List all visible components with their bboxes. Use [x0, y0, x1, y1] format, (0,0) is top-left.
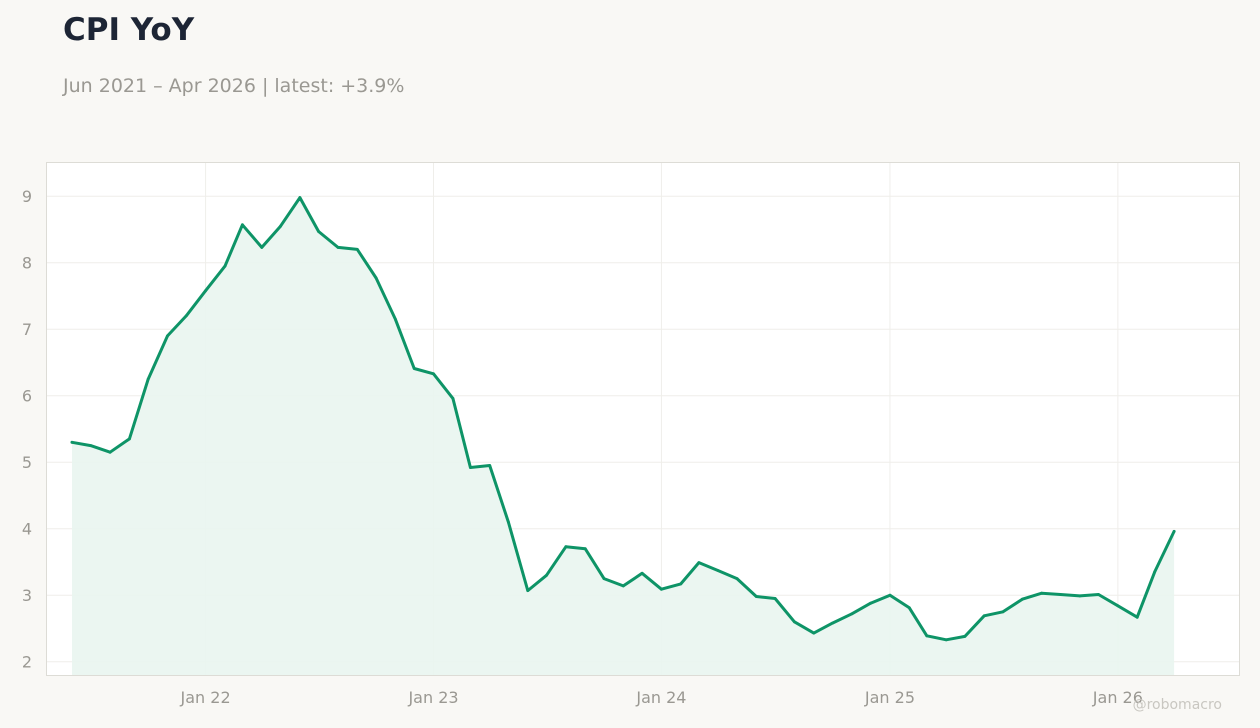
data-point [1001, 610, 1005, 614]
data-point [831, 621, 834, 625]
y-tick-label: 8 [22, 254, 32, 273]
data-point [260, 246, 264, 249]
data-point [869, 601, 872, 605]
data-point [963, 635, 967, 638]
data-point [660, 587, 663, 591]
y-tick-label: 2 [22, 653, 32, 672]
data-point [279, 224, 282, 228]
data-point [451, 397, 455, 400]
data-point [184, 314, 188, 318]
data-point [488, 464, 492, 467]
data-point [583, 547, 587, 551]
data-point [241, 223, 244, 227]
data-point [507, 520, 510, 524]
data-point [89, 444, 93, 447]
data-point [545, 573, 548, 577]
data-point [204, 289, 208, 293]
data-point [166, 334, 169, 338]
data-point [412, 367, 416, 370]
data-point [982, 614, 986, 618]
chart-subtitle: Jun 2021 – Apr 2026 | latest: +3.9% [63, 75, 405, 97]
data-point [108, 450, 112, 454]
data-point [1040, 591, 1044, 595]
data-point [146, 377, 150, 381]
data-point [773, 597, 777, 600]
data-point [374, 276, 378, 280]
data-point [469, 466, 472, 469]
data-point [127, 437, 131, 441]
data-point [640, 571, 644, 575]
x-tick-label: Jan 23 [407, 688, 458, 707]
y-tick-label: 9 [22, 187, 32, 206]
data-point [355, 248, 359, 251]
y-tick-label: 5 [22, 453, 32, 472]
y-tick-label: 6 [22, 387, 32, 406]
data-point [1059, 593, 1062, 596]
data-point [317, 230, 320, 233]
data-point [679, 582, 683, 586]
data-point [888, 593, 892, 597]
cpi-area-fill [72, 197, 1175, 675]
data-point [1135, 615, 1139, 619]
y-tick-label: 3 [22, 586, 32, 605]
y-tick-label: 7 [22, 320, 32, 339]
data-point [602, 577, 606, 580]
chart-title: CPI YoY [63, 12, 195, 48]
data-point [697, 561, 701, 564]
data-point [70, 440, 74, 444]
data-point [1153, 570, 1157, 574]
data-point [754, 595, 758, 598]
data-point [1172, 530, 1176, 533]
data-point [944, 638, 948, 642]
data-point [394, 317, 397, 321]
x-tick-label: Jan 22 [180, 688, 231, 707]
data-point [850, 612, 854, 616]
data-point [1078, 594, 1082, 598]
y-tick-label: 4 [22, 520, 32, 539]
data-point [812, 631, 816, 635]
data-point [735, 577, 739, 580]
data-point [621, 584, 625, 588]
data-point [716, 569, 720, 572]
data-point [223, 264, 227, 268]
x-tick-label: Jan 24 [635, 688, 686, 707]
data-point [432, 372, 435, 376]
credit-text: @robomacro [1132, 697, 1222, 713]
data-point [564, 545, 568, 549]
data-point [1020, 597, 1024, 601]
data-point [526, 589, 530, 592]
data-point [336, 246, 340, 249]
data-point [1097, 593, 1100, 596]
data-point [925, 634, 929, 638]
x-tick-label: Jan 25 [864, 688, 915, 707]
x-tick-label: Jan 26 [1092, 688, 1143, 707]
data-point [907, 606, 911, 610]
data-point [1116, 604, 1120, 608]
data-point [298, 196, 302, 200]
data-point [793, 620, 796, 624]
